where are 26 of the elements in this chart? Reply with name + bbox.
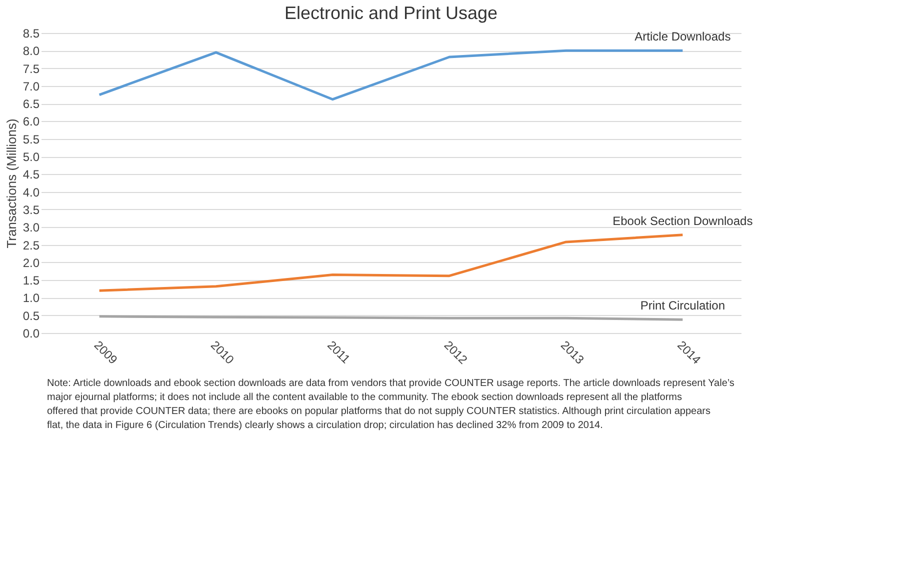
y-tick-label: 0.0 [22,326,40,340]
line-series [98,49,684,101]
y-tick-label: 5.0 [22,150,40,164]
y-tick-label: 7.5 [22,62,40,76]
y-tick-label: 2.5 [22,238,40,252]
y-tick-label: 1.5 [22,274,40,288]
chart-title: Electronic and Print Usage [284,3,498,23]
y-tick-label: 1.0 [22,291,40,306]
y-tick-label: 6.0 [22,114,40,129]
y-tick-label: 4.5 [22,168,40,182]
y-tick-label: 2.0 [22,256,40,270]
series-label: Article Downloads [634,30,731,44]
y-tick-label: 5.5 [22,132,40,146]
text: Note: Article downloads and ebook section downloads are data from vendors that provide COUNTER usage reports. The article downloads represent Yale’s major ejournal platforms; it does not include all the content available to the community. The ebook section downloads represent all the platforms offered that provide COUNTER data; there are ebooks on popular platforms that do not supply COUNTER statistics. Although print circulation appears flat, the data in Figure 6 (Circulation Trends) clearly shows a circulation drop; circulation has declined 32% from 2009 to 2014. [47,378,734,431]
y-axis-title: Transactions (Millions) [4,118,19,248]
y-tick-label: 0.5 [22,308,40,323]
y-tick-label: 7.0 [22,79,40,94]
y-tick-label: 6.5 [22,97,40,112]
series-label: Ebook Section Downloads [612,214,753,228]
y-tick-label: 3.0 [22,220,40,235]
y-tick-label: 4.0 [22,185,40,200]
y-tick-label: 8.0 [22,44,40,58]
y-tick-label: 3.5 [22,202,40,217]
series-label: Print Circulation [640,298,726,313]
line-series [98,234,684,292]
y-tick-label: 8.5 [22,26,40,40]
